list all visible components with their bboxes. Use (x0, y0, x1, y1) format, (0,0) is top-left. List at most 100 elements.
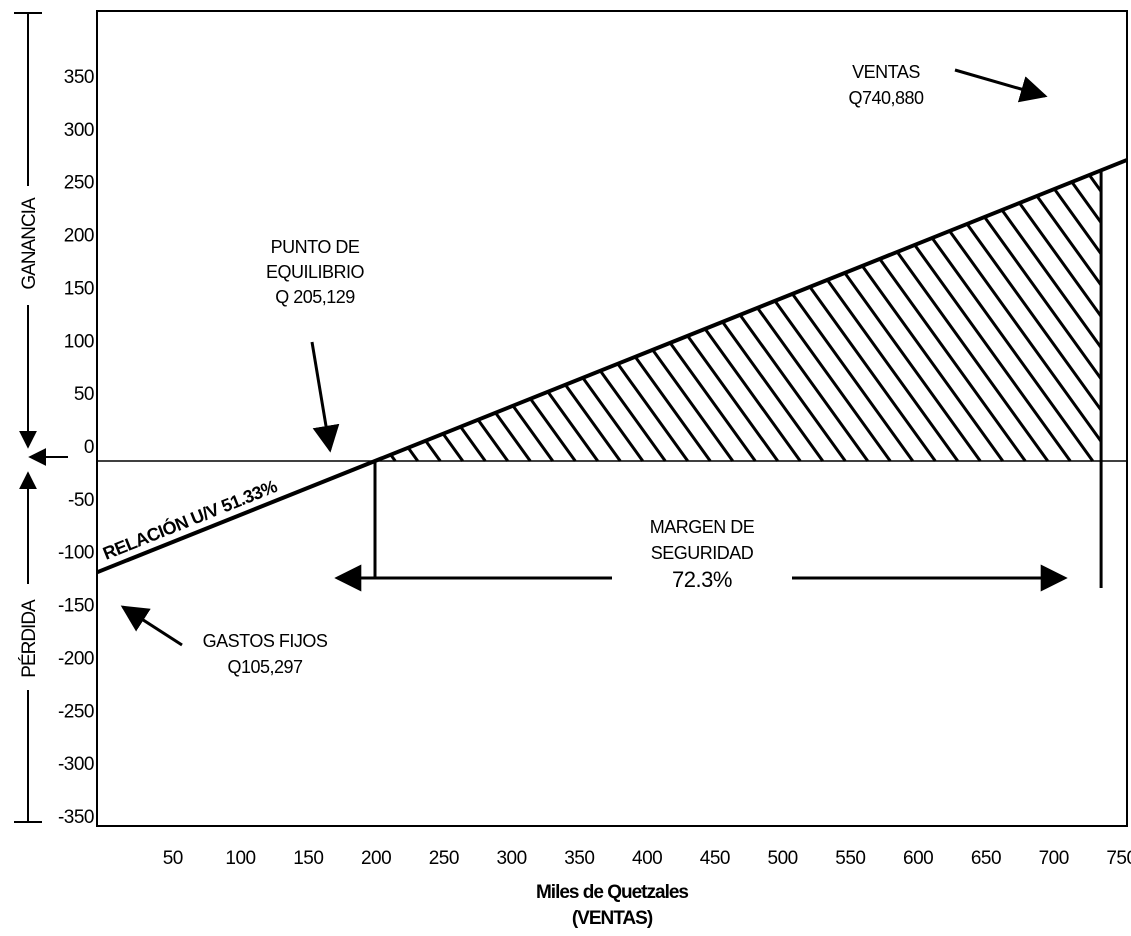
fixed-costs-value: Q105,297 (227, 657, 303, 677)
hatch-line (965, 223, 1103, 411)
y-tick-label: -300 (58, 754, 94, 775)
y-tick-label: 100 (64, 331, 94, 352)
hatch-line (843, 272, 982, 462)
hatch-line (808, 286, 937, 462)
hatch-line (773, 299, 892, 462)
x-tick-label: 300 (496, 848, 526, 869)
hatch-line (1088, 174, 1103, 193)
x-tick-label: 350 (564, 848, 594, 869)
hatch-line (1035, 195, 1103, 286)
hatch-line (494, 411, 532, 462)
y-tick-label: 0 (84, 437, 94, 458)
x-axis-subtitle: (VENTAS) (572, 908, 653, 929)
x-tick-label: 650 (971, 848, 1001, 869)
hatch-line (756, 306, 869, 462)
safety-margin-annotation: MARGEN DE SEGURIDAD 72.3% (334, 517, 1068, 592)
x-tick-label: 550 (835, 848, 865, 869)
loss-label: PÉRDIDA (19, 599, 40, 678)
hatch-line (546, 390, 599, 462)
hatch-line (738, 313, 847, 462)
hatch-line (564, 383, 622, 462)
hatch-line (651, 348, 734, 462)
fixed-costs-arrow (120, 605, 183, 647)
hatch-line (599, 369, 667, 462)
break-even-annotation: PUNTO DE EQUILIBRIO Q 205,129 (266, 237, 365, 453)
sales-arrow (954, 68, 1048, 103)
break-even-label-1: PUNTO DE (271, 237, 360, 257)
y-tick-label: -250 (58, 701, 94, 722)
x-tick-label: 400 (632, 848, 662, 869)
x-axis-title: Miles de Quetzales (536, 882, 688, 903)
gain-loss-indicator: GANANCIA PÉRDIDA (14, 12, 68, 823)
x-tick-label: 150 (293, 848, 323, 869)
break-even-label-2: EQUILIBRIO (266, 262, 365, 282)
hatch-line (668, 341, 757, 462)
hatch-line (1000, 209, 1103, 349)
hatch-line (634, 355, 712, 462)
sales-annotation: VENTAS Q740,880 (848, 62, 1048, 108)
y-tick-label: 250 (64, 173, 94, 194)
x-tick-label: 700 (1039, 848, 1069, 869)
x-tick-label: 600 (903, 848, 933, 869)
hatch-line (1018, 202, 1103, 318)
y-tick-label: 350 (64, 67, 94, 88)
y-tick-label: 150 (64, 278, 94, 299)
x-tick-labels: 50 100 150 200 250 300 350 400 450 500 550 600 650 70… (163, 848, 1131, 869)
hatch-line (581, 376, 644, 462)
sales-label: VENTAS (852, 62, 920, 82)
y-tick-label: 50 (74, 384, 94, 405)
hatch-line (424, 439, 442, 462)
hatch-line (616, 362, 689, 462)
fixed-costs-label: GASTOS FIJOS (203, 631, 328, 651)
x-tick-label: 500 (768, 848, 798, 869)
break-even-value: Q 205,129 (275, 287, 355, 307)
y-tick-label: 300 (64, 120, 94, 141)
x-tick-label: 450 (700, 848, 730, 869)
hatch-line (878, 258, 1027, 462)
hatch-line (686, 334, 779, 462)
x-tick-label: 50 (163, 848, 183, 869)
hatch-line (930, 237, 1094, 462)
y-tick-labels: 350 300 250 200 150 100 50 0 -50 -100 -150 -200 -250… (58, 67, 95, 828)
y-tick-label: -200 (58, 648, 94, 669)
x-tick-label: 250 (429, 848, 459, 869)
hatch-line (721, 320, 824, 462)
plot-frame (96, 10, 1128, 827)
hatch-line (983, 216, 1103, 380)
y-tick-label: -350 (58, 807, 94, 828)
ratio-label: RELACIÓN U/V 51.33% (100, 475, 281, 564)
hatch-line (826, 279, 959, 462)
safety-margin-label-2: SEGURIDAD (651, 543, 754, 563)
hatch-line (459, 425, 487, 462)
sales-value: Q740,880 (848, 88, 924, 108)
hatch-line (791, 293, 914, 462)
hatch-line (511, 404, 554, 462)
y-tick-label: -50 (68, 490, 94, 511)
hatch-line (529, 397, 577, 462)
y-tick-label: 200 (64, 226, 94, 247)
hatch-line (476, 418, 509, 462)
hatch-line (703, 327, 802, 462)
hatch-line (861, 265, 1004, 462)
sales-profit-line (96, 158, 1128, 575)
y-tick-label: -150 (58, 596, 94, 617)
hatch-line (1070, 181, 1103, 224)
safety-margin-label-1: MARGEN DE (650, 517, 755, 537)
hatch-line (441, 432, 464, 462)
x-tick-label: 750 (1106, 848, 1131, 869)
x-tick-label: 200 (361, 848, 391, 869)
safety-margin-hatch (389, 174, 1103, 462)
fixed-costs-annotation: GASTOS FIJOS Q105,297 (120, 605, 328, 677)
x-tick-label: 100 (225, 848, 255, 869)
hatch-line (406, 446, 419, 462)
hatch-line (913, 244, 1072, 462)
break-even-arrow (310, 341, 340, 453)
hatch-line (1053, 188, 1103, 255)
hatch-line (948, 230, 1103, 443)
hatch-line (896, 251, 1049, 462)
gain-label: GANANCIA (19, 197, 40, 290)
y-tick-label: -100 (58, 543, 94, 564)
safety-margin-value: 72.3% (672, 567, 732, 592)
